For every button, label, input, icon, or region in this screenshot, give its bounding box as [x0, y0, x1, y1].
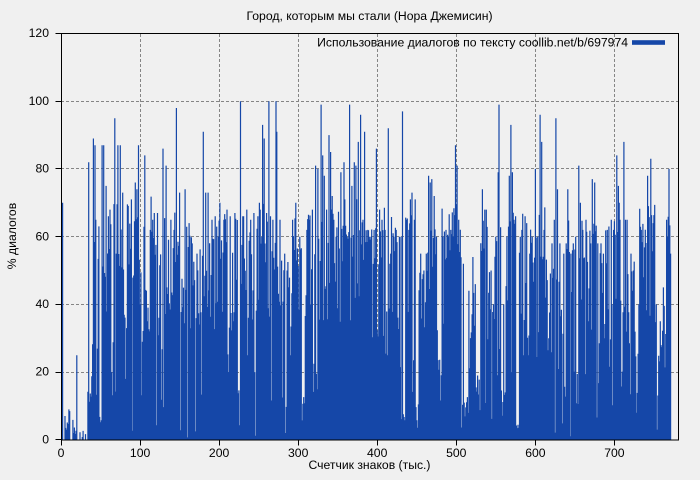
- svg-text:100: 100: [29, 94, 50, 108]
- svg-text:40: 40: [35, 297, 49, 311]
- svg-text:% диалогов: % диалогов: [5, 203, 19, 269]
- svg-text:300: 300: [288, 446, 309, 460]
- svg-text:200: 200: [209, 446, 230, 460]
- svg-text:80: 80: [35, 162, 49, 176]
- svg-text:120: 120: [29, 26, 50, 40]
- svg-text:0: 0: [42, 432, 49, 446]
- svg-text:20: 20: [35, 365, 49, 379]
- svg-text:400: 400: [367, 446, 388, 460]
- svg-text:Счетчик знаков (тыс.): Счетчик знаков (тыс.): [309, 458, 431, 472]
- svg-text:500: 500: [446, 446, 467, 460]
- svg-text:Использование диалогов по текс: Использование диалогов по тексту coollib…: [317, 36, 628, 50]
- svg-text:600: 600: [525, 446, 546, 460]
- svg-text:0: 0: [58, 446, 65, 460]
- svg-text:100: 100: [130, 446, 151, 460]
- svg-text:700: 700: [604, 446, 625, 460]
- svg-text:60: 60: [35, 229, 49, 243]
- svg-text:Город, которым мы стали (Нора: Город, которым мы стали (Нора Джемисин): [246, 9, 492, 23]
